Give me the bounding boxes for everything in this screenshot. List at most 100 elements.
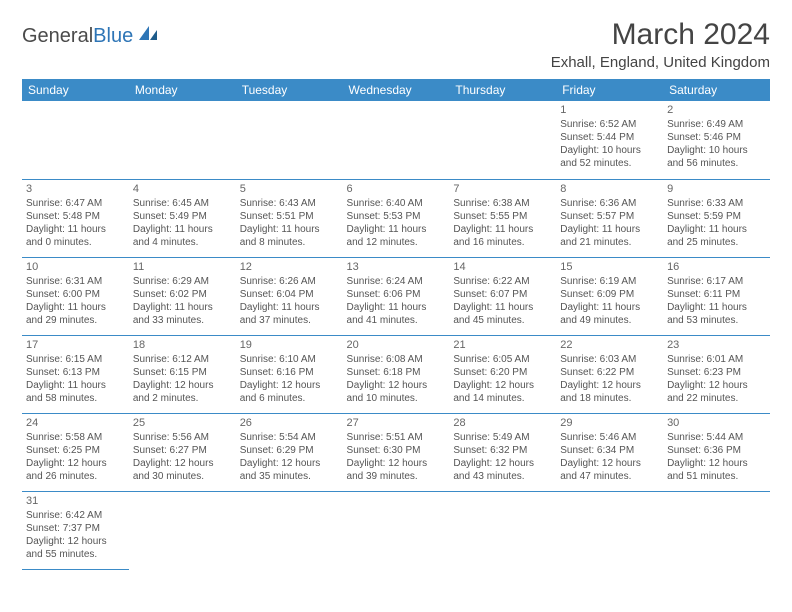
- cell-sr: Sunrise: 6:26 AM: [240, 275, 339, 288]
- cell-ss: Sunset: 6:02 PM: [133, 288, 232, 301]
- cell-sr: Sunrise: 6:19 AM: [560, 275, 659, 288]
- cell-sr: Sunrise: 5:56 AM: [133, 431, 232, 444]
- cell-ss: Sunset: 6:15 PM: [133, 366, 232, 379]
- day-cell: [449, 491, 556, 569]
- day-cell: 13Sunrise: 6:24 AMSunset: 6:06 PMDayligh…: [343, 257, 450, 335]
- day-number: 29: [560, 416, 659, 430]
- cell-dl2: and 56 minutes.: [667, 157, 766, 170]
- cell-dl2: and 22 minutes.: [667, 392, 766, 405]
- cell-sr: Sunrise: 6:47 AM: [26, 197, 125, 210]
- cell-sr: Sunrise: 6:45 AM: [133, 197, 232, 210]
- week-row: 31Sunrise: 6:42 AMSunset: 7:37 PMDayligh…: [22, 491, 770, 569]
- cell-dl1: Daylight: 11 hours: [453, 223, 552, 236]
- day-number: 31: [26, 494, 125, 508]
- dayname-3: Wednesday: [343, 79, 450, 101]
- cell-ss: Sunset: 6:29 PM: [240, 444, 339, 457]
- day-number: 7: [453, 182, 552, 196]
- dayname-5: Friday: [556, 79, 663, 101]
- day-cell: 20Sunrise: 6:08 AMSunset: 6:18 PMDayligh…: [343, 335, 450, 413]
- cell-dl2: and 0 minutes.: [26, 236, 125, 249]
- cell-sr: Sunrise: 6:49 AM: [667, 118, 766, 131]
- cell-dl2: and 4 minutes.: [133, 236, 232, 249]
- day-number: 28: [453, 416, 552, 430]
- day-cell: 2Sunrise: 6:49 AMSunset: 5:46 PMDaylight…: [663, 101, 770, 179]
- day-cell: 26Sunrise: 5:54 AMSunset: 6:29 PMDayligh…: [236, 413, 343, 491]
- day-number: 27: [347, 416, 446, 430]
- cell-dl2: and 26 minutes.: [26, 470, 125, 483]
- week-row: 10Sunrise: 6:31 AMSunset: 6:00 PMDayligh…: [22, 257, 770, 335]
- cell-ss: Sunset: 6:32 PM: [453, 444, 552, 457]
- day-cell: [343, 101, 450, 179]
- cell-dl1: Daylight: 12 hours: [453, 457, 552, 470]
- title-block: March 2024 Exhall, England, United Kingd…: [551, 18, 770, 71]
- cell-dl1: Daylight: 10 hours: [560, 144, 659, 157]
- week-row: 1Sunrise: 6:52 AMSunset: 5:44 PMDaylight…: [22, 101, 770, 179]
- day-number: 25: [133, 416, 232, 430]
- cell-sr: Sunrise: 6:40 AM: [347, 197, 446, 210]
- cell-ss: Sunset: 6:23 PM: [667, 366, 766, 379]
- cell-sr: Sunrise: 6:29 AM: [133, 275, 232, 288]
- day-cell: 4Sunrise: 6:45 AMSunset: 5:49 PMDaylight…: [129, 179, 236, 257]
- day-number: 3: [26, 182, 125, 196]
- cell-dl2: and 6 minutes.: [240, 392, 339, 405]
- day-number: 21: [453, 338, 552, 352]
- cell-dl2: and 25 minutes.: [667, 236, 766, 249]
- cell-ss: Sunset: 5:51 PM: [240, 210, 339, 223]
- cell-ss: Sunset: 7:37 PM: [26, 522, 125, 535]
- dayname-1: Monday: [129, 79, 236, 101]
- cell-dl2: and 51 minutes.: [667, 470, 766, 483]
- cell-sr: Sunrise: 6:22 AM: [453, 275, 552, 288]
- cell-dl1: Daylight: 12 hours: [240, 379, 339, 392]
- cell-dl2: and 45 minutes.: [453, 314, 552, 327]
- cell-dl2: and 21 minutes.: [560, 236, 659, 249]
- cell-dl2: and 55 minutes.: [26, 548, 125, 561]
- day-cell: 1Sunrise: 6:52 AMSunset: 5:44 PMDaylight…: [556, 101, 663, 179]
- day-cell: 3Sunrise: 6:47 AMSunset: 5:48 PMDaylight…: [22, 179, 129, 257]
- day-cell: 19Sunrise: 6:10 AMSunset: 6:16 PMDayligh…: [236, 335, 343, 413]
- cell-sr: Sunrise: 6:38 AM: [453, 197, 552, 210]
- cell-ss: Sunset: 5:44 PM: [560, 131, 659, 144]
- cell-dl1: Daylight: 11 hours: [26, 301, 125, 314]
- cell-sr: Sunrise: 6:43 AM: [240, 197, 339, 210]
- day-number: 20: [347, 338, 446, 352]
- cell-sr: Sunrise: 5:54 AM: [240, 431, 339, 444]
- cell-dl2: and 35 minutes.: [240, 470, 339, 483]
- cell-sr: Sunrise: 6:01 AM: [667, 353, 766, 366]
- cell-dl2: and 52 minutes.: [560, 157, 659, 170]
- cell-sr: Sunrise: 5:49 AM: [453, 431, 552, 444]
- cell-dl1: Daylight: 11 hours: [133, 223, 232, 236]
- cell-sr: Sunrise: 5:51 AM: [347, 431, 446, 444]
- month-title: March 2024: [551, 18, 770, 52]
- cell-dl1: Daylight: 12 hours: [133, 379, 232, 392]
- cell-dl2: and 33 minutes.: [133, 314, 232, 327]
- day-number: 22: [560, 338, 659, 352]
- cell-ss: Sunset: 5:46 PM: [667, 131, 766, 144]
- cell-ss: Sunset: 6:09 PM: [560, 288, 659, 301]
- day-cell: 6Sunrise: 6:40 AMSunset: 5:53 PMDaylight…: [343, 179, 450, 257]
- logo: GeneralBlue: [22, 24, 159, 48]
- sail-icon: [137, 24, 159, 48]
- dayname-row: SundayMondayTuesdayWednesdayThursdayFrid…: [22, 79, 770, 101]
- week-row: 3Sunrise: 6:47 AMSunset: 5:48 PMDaylight…: [22, 179, 770, 257]
- day-number: 10: [26, 260, 125, 274]
- day-number: 13: [347, 260, 446, 274]
- calendar-body: 1Sunrise: 6:52 AMSunset: 5:44 PMDaylight…: [22, 101, 770, 569]
- day-number: 9: [667, 182, 766, 196]
- day-cell: [663, 491, 770, 569]
- day-cell: [343, 491, 450, 569]
- day-cell: 7Sunrise: 6:38 AMSunset: 5:55 PMDaylight…: [449, 179, 556, 257]
- day-number: 14: [453, 260, 552, 274]
- week-row: 17Sunrise: 6:15 AMSunset: 6:13 PMDayligh…: [22, 335, 770, 413]
- day-cell: 21Sunrise: 6:05 AMSunset: 6:20 PMDayligh…: [449, 335, 556, 413]
- cell-ss: Sunset: 6:20 PM: [453, 366, 552, 379]
- cell-ss: Sunset: 5:55 PM: [453, 210, 552, 223]
- day-number: 18: [133, 338, 232, 352]
- cell-sr: Sunrise: 6:12 AM: [133, 353, 232, 366]
- cell-dl1: Daylight: 12 hours: [560, 457, 659, 470]
- day-cell: [236, 491, 343, 569]
- day-cell: 8Sunrise: 6:36 AMSunset: 5:57 PMDaylight…: [556, 179, 663, 257]
- day-number: 23: [667, 338, 766, 352]
- cell-dl1: Daylight: 12 hours: [133, 457, 232, 470]
- cell-dl2: and 14 minutes.: [453, 392, 552, 405]
- cell-dl2: and 37 minutes.: [240, 314, 339, 327]
